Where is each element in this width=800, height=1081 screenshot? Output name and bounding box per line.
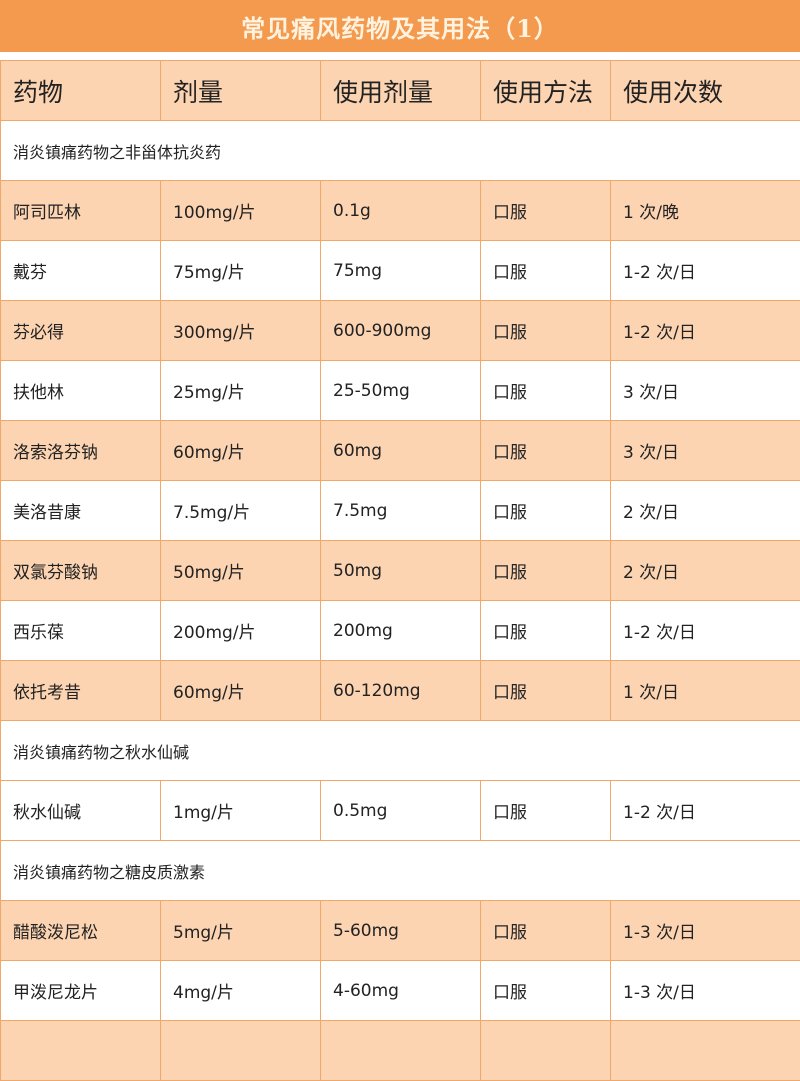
- cell-drug-name: 美洛昔康: [1, 481, 161, 541]
- cell-method: 口服: [481, 181, 611, 241]
- cell-frequency: 1-2 次/日: [611, 601, 800, 661]
- category-label: 消炎镇痛药物之糖皮质激素: [1, 841, 800, 901]
- cell-frequency: 2 次/日: [611, 541, 800, 601]
- cell-frequency: 1-3 次/日: [611, 901, 800, 961]
- cell-drug-name: 依托考昔: [1, 661, 161, 721]
- cell-frequency: 2 次/日: [611, 481, 800, 541]
- cell-frequency: 1-2 次/日: [611, 781, 800, 841]
- cell-usage-dose: 600-900mg: [321, 301, 481, 361]
- cell-drug-name: 芬必得: [1, 301, 161, 361]
- cell-usage-dose: 7.5mg: [321, 481, 481, 541]
- cell-usage-dose: 60-120mg: [321, 661, 481, 721]
- cell-dose: 100mg/片: [161, 181, 321, 241]
- cell-method: 口服: [481, 421, 611, 481]
- cell-method: 口服: [481, 601, 611, 661]
- category-label: 消炎镇痛药物之非甾体抗炎药: [1, 121, 800, 181]
- cell-drug-name: 洛索洛芬钠: [1, 421, 161, 481]
- cell-dose: 60mg/片: [161, 421, 321, 481]
- cell-method: 口服: [481, 241, 611, 301]
- cell-method: 口服: [481, 781, 611, 841]
- cell-frequency: 1 次/晚: [611, 181, 800, 241]
- cell-dose: 75mg/片: [161, 241, 321, 301]
- cell-dose: 5mg/片: [161, 901, 321, 961]
- cell-method: 口服: [481, 481, 611, 541]
- cell-method: 口服: [481, 301, 611, 361]
- cell-frequency: 1 次/日: [611, 661, 800, 721]
- cell-dose: 200mg/片: [161, 601, 321, 661]
- cell-drug-name: 西乐葆: [1, 601, 161, 661]
- cell-usage-dose: 5-60mg: [321, 901, 481, 961]
- cell-method: 口服: [481, 661, 611, 721]
- category-row: 消炎镇痛药物之秋水仙碱: [1, 721, 800, 781]
- cell-dose: 7.5mg/片: [161, 481, 321, 541]
- cell-method: 口服: [481, 961, 611, 1021]
- cell-usage-dose: 0.5mg: [321, 781, 481, 841]
- cell-drug-name: 醋酸泼尼松: [1, 901, 161, 961]
- cell-drug-name: 扶他林: [1, 361, 161, 421]
- category-row: 消炎镇痛药物之糖皮质激素: [1, 841, 800, 901]
- category-row: 消炎镇痛药物之非甾体抗炎药: [1, 121, 800, 181]
- cell-drug-name: 戴芬: [1, 241, 161, 301]
- cell-frequency: 3 次/日: [611, 361, 800, 421]
- header-drug: 药物: [1, 61, 161, 121]
- cell-usage-dose: 0.1g: [321, 181, 481, 241]
- header-method: 使用方法: [481, 61, 611, 121]
- table-header-row: 药物 剂量 使用剂量 使用方法 使用次数: [1, 61, 800, 121]
- cell-dose: 25mg/片: [161, 361, 321, 421]
- cell-method: [481, 1021, 611, 1081]
- cell-dose: 300mg/片: [161, 301, 321, 361]
- cell-drug-name: [1, 1021, 161, 1081]
- cell-method: 口服: [481, 901, 611, 961]
- page-title: 常见痛风药物及其用法（1）: [0, 0, 800, 52]
- cell-frequency: 1-2 次/日: [611, 241, 800, 301]
- cell-usage-dose: 60mg: [321, 421, 481, 481]
- cell-dose: [161, 1021, 321, 1081]
- cell-usage-dose: 200mg: [321, 601, 481, 661]
- cell-usage-dose: 25-50mg: [321, 361, 481, 421]
- cell-method: 口服: [481, 541, 611, 601]
- cell-drug-name: 双氯芬酸钠: [1, 541, 161, 601]
- cell-drug-name: 阿司匹林: [1, 181, 161, 241]
- cell-frequency: [611, 1021, 800, 1081]
- cell-drug-name: 秋水仙碱: [1, 781, 161, 841]
- cell-dose: 1mg/片: [161, 781, 321, 841]
- cell-frequency: 3 次/日: [611, 421, 800, 481]
- cell-usage-dose: 50mg: [321, 541, 481, 601]
- header-dose: 剂量: [161, 61, 321, 121]
- cell-dose: 50mg/片: [161, 541, 321, 601]
- cell-usage-dose: 75mg: [321, 241, 481, 301]
- cell-dose: 4mg/片: [161, 961, 321, 1021]
- header-frequency: 使用次数: [611, 61, 800, 121]
- cell-usage-dose: [321, 1021, 481, 1081]
- cell-method: 口服: [481, 361, 611, 421]
- table-row: [1, 1021, 800, 1081]
- category-label: 消炎镇痛药物之秋水仙碱: [1, 721, 800, 781]
- cell-usage-dose: 4-60mg: [321, 961, 481, 1021]
- cell-frequency: 1-2 次/日: [611, 301, 800, 361]
- cell-dose: 60mg/片: [161, 661, 321, 721]
- cell-drug-name: 甲泼尼龙片: [1, 961, 161, 1021]
- header-usage-dose: 使用剂量: [321, 61, 481, 121]
- cell-frequency: 1-3 次/日: [611, 961, 800, 1021]
